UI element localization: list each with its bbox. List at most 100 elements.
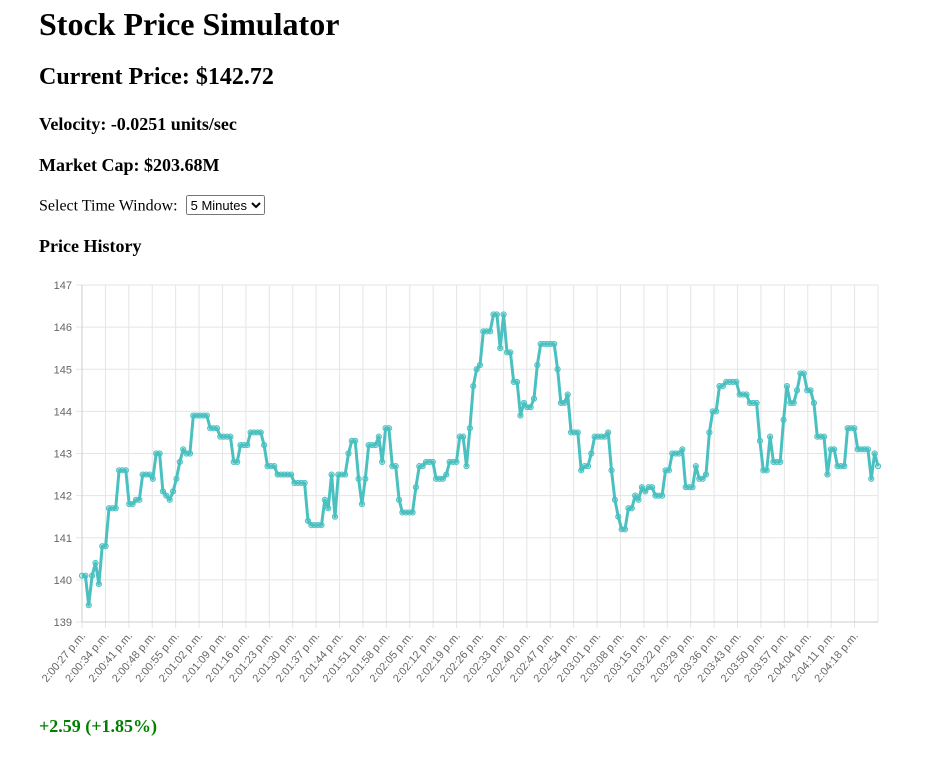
- price-point: [82, 572, 89, 579]
- price-point: [89, 572, 96, 579]
- price-point: [345, 450, 352, 457]
- price-point: [864, 446, 871, 453]
- page-title: Stock Price Simulator: [39, 6, 340, 42]
- price-point: [443, 471, 450, 478]
- price-point: [665, 467, 672, 474]
- price-point: [493, 311, 500, 318]
- price-point: [395, 496, 403, 503]
- price-point: [621, 526, 629, 533]
- price-point: [824, 471, 831, 478]
- price-point: [530, 395, 538, 402]
- price-point: [318, 522, 325, 529]
- price-point: [793, 387, 801, 394]
- price-point: [362, 475, 369, 482]
- price-point: [638, 484, 645, 491]
- price-point: [841, 463, 848, 470]
- price-point: [743, 391, 750, 398]
- price-point: [355, 475, 362, 482]
- price-point: [463, 463, 470, 470]
- price-point: [520, 399, 527, 407]
- price-point: [659, 492, 666, 499]
- price-point: [820, 433, 828, 440]
- price-point: [507, 349, 514, 356]
- price-point: [379, 458, 386, 466]
- price-point: [719, 383, 726, 390]
- price-point: [810, 399, 818, 407]
- price-point: [304, 517, 312, 524]
- y-tick-label: 140: [54, 575, 72, 587]
- price-point: [203, 412, 210, 419]
- price-point: [476, 361, 484, 369]
- price-point: [615, 513, 622, 520]
- price-point: [851, 425, 858, 432]
- y-tick-label: 144: [54, 406, 72, 418]
- price-point: [527, 404, 534, 411]
- y-tick-label: 142: [54, 491, 72, 503]
- price-point: [868, 475, 875, 482]
- price-point: [85, 602, 92, 609]
- price-point: [514, 378, 521, 385]
- price-point: [763, 467, 770, 474]
- price-change: +2.59 (+1.85%): [39, 716, 158, 736]
- price-point: [112, 505, 119, 512]
- price-point: [500, 311, 507, 318]
- price-point: [375, 433, 382, 440]
- price-point: [358, 500, 366, 508]
- price-point: [497, 345, 504, 352]
- velocity: Velocity: -0.0251 units/sec: [39, 114, 237, 134]
- price-point: [648, 484, 656, 491]
- price-point: [92, 559, 99, 567]
- price-point: [257, 429, 264, 436]
- price-point: [234, 458, 241, 466]
- price-point: [588, 450, 595, 457]
- price-point: [176, 458, 183, 466]
- price-point: [534, 361, 541, 369]
- price-point: [429, 458, 436, 466]
- price-point: [783, 383, 791, 390]
- price-point: [675, 450, 683, 457]
- price-point: [352, 437, 359, 444]
- price-point: [584, 463, 592, 470]
- price-point: [611, 496, 619, 503]
- price-point: [325, 505, 332, 512]
- time-window-select[interactable]: 5 Minutes: [185, 195, 265, 215]
- price-point: [419, 463, 426, 470]
- price-point: [642, 488, 649, 495]
- price-point: [473, 366, 480, 373]
- price-point: [460, 433, 467, 440]
- y-tick-label: 143: [54, 449, 72, 461]
- price-point: [412, 484, 420, 491]
- price-point: [261, 441, 268, 449]
- price-point: [628, 505, 635, 512]
- price-point: [790, 399, 797, 407]
- price-point: [632, 492, 639, 499]
- y-tick-label: 141: [54, 533, 72, 545]
- price-point: [706, 429, 713, 436]
- price-point: [487, 328, 494, 335]
- price-point: [554, 366, 561, 373]
- time-window-label: Select Time Window:: [39, 197, 178, 215]
- price-point: [129, 500, 136, 508]
- price-point: [409, 509, 416, 516]
- price-point: [753, 399, 760, 407]
- price-point: [702, 471, 710, 478]
- price-point: [169, 488, 177, 495]
- price-point: [578, 467, 585, 474]
- current-price: Current Price: $142.72: [39, 64, 274, 90]
- price-point: [166, 496, 173, 503]
- price-point: [871, 450, 878, 457]
- price-point: [777, 458, 784, 466]
- price-point: [470, 383, 477, 390]
- price-point: [551, 340, 558, 348]
- y-tick-label: 147: [54, 280, 72, 292]
- price-point: [95, 580, 102, 588]
- price-point: [780, 416, 787, 423]
- price-point: [466, 425, 473, 432]
- price-point: [713, 408, 720, 415]
- price-point: [331, 513, 339, 520]
- price-point: [756, 437, 764, 444]
- price-point: [159, 488, 167, 495]
- price-point: [874, 463, 882, 470]
- price-point: [301, 479, 308, 487]
